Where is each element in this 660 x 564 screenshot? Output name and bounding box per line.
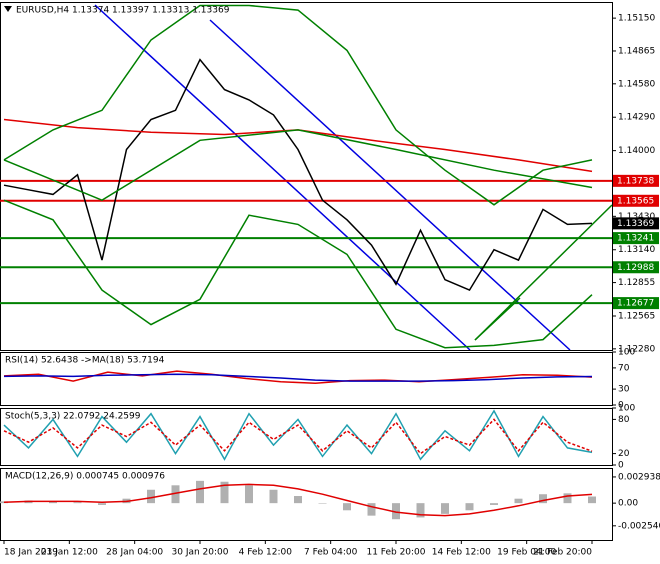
y-tick-label: 1.14000 — [618, 146, 655, 156]
level-tag — [613, 261, 659, 274]
histogram-bar — [514, 498, 523, 504]
y-tick-label: 100 — [618, 404, 635, 414]
panel-title: MACD(12,26,9) 0.000745 0.000976 — [5, 472, 165, 482]
panel-frame — [0, 352, 613, 406]
y-tick-label: 1.15150 — [618, 14, 655, 24]
trend-lines — [94, 4, 613, 351]
histogram-bar — [588, 496, 596, 504]
x-tick-label: 7 Feb 04:00 — [304, 548, 358, 558]
channel-line — [209, 19, 571, 351]
series-line — [3, 370, 593, 385]
panel-frame — [0, 468, 613, 541]
histogram-bar — [416, 503, 425, 518]
series-line — [3, 483, 593, 517]
histogram-bar — [98, 503, 106, 505]
y-tick-label: 0.00 — [618, 499, 638, 509]
panel-frame — [0, 408, 613, 466]
series-line — [3, 409, 593, 461]
y-tick-label: 100 — [618, 348, 635, 358]
histogram-bar — [196, 480, 204, 504]
x-tick-label: 18 Jan 2019 — [4, 548, 58, 558]
y-tick-label: 1.13430 — [618, 212, 655, 222]
y-tick-label: 0.002938 — [618, 472, 660, 482]
histogram-bar — [318, 503, 327, 504]
support-line — [474, 297, 521, 341]
histogram-bar — [563, 493, 572, 504]
y-tick-label: 0 — [618, 461, 624, 471]
level-tag — [613, 194, 659, 207]
y-tick-label: 1.14580 — [618, 79, 655, 89]
y-tick-label: 1.12855 — [618, 278, 655, 288]
y-tick-label: 1.14290 — [618, 113, 655, 123]
histogram-bar — [171, 485, 180, 504]
support-line — [474, 204, 613, 341]
panel-frame — [0, 2, 613, 351]
last-price-label: 1.13369 — [617, 219, 654, 229]
series-line — [3, 4, 593, 206]
histogram-bar — [392, 503, 400, 520]
y-tick-label: 1.14865 — [618, 46, 655, 56]
panel-title: RSI(14) 52.6438 ->MA(18) 53.7194 — [5, 356, 165, 366]
x-tick-label: 11 Feb 20:00 — [366, 548, 425, 558]
histogram-bar — [294, 496, 302, 504]
y-tick-label: 0 — [618, 401, 624, 411]
level-label: 1.12677 — [617, 299, 654, 309]
x-tick-label: 23 Jan 12:00 — [41, 548, 98, 558]
series-line — [3, 373, 593, 382]
level-label: 1.12988 — [617, 263, 654, 273]
channel-line — [94, 4, 471, 351]
histogram-bar — [343, 503, 351, 511]
title-marker — [4, 6, 12, 12]
y-tick-label: 1.12565 — [618, 312, 655, 322]
level-label: 1.13241 — [617, 234, 654, 244]
histogram-bar — [441, 503, 449, 514]
x-tick-label: 19 Feb 04:00 — [497, 548, 556, 558]
level-label: 1.13565 — [617, 196, 654, 206]
series-line — [3, 199, 593, 349]
histogram-bar — [539, 494, 547, 504]
histogram-bar — [269, 489, 278, 504]
series-line — [3, 58, 593, 292]
histogram-bar — [367, 503, 376, 516]
histogram-bar — [73, 502, 82, 504]
level-tag — [613, 297, 659, 310]
x-tick-label: 14 Feb 12:00 — [432, 548, 491, 558]
level-label: 1.13738 — [617, 176, 654, 186]
x-tick-label: 21 Feb 20:00 — [533, 548, 592, 558]
y-tick-label: 1.12280 — [618, 344, 655, 354]
histogram-bar — [245, 485, 253, 504]
level-tag — [613, 232, 659, 245]
last-price-tag — [613, 217, 659, 230]
y-tick-label: 80 — [618, 415, 630, 425]
y-tick-label: 20 — [618, 449, 630, 459]
y-tick-label: -0.002540 — [618, 521, 660, 531]
histogram-bar — [49, 501, 57, 504]
histogram-bar — [465, 503, 474, 511]
series-line — [3, 129, 593, 202]
x-tick-label: 28 Jan 04:00 — [106, 548, 163, 558]
level-tag — [613, 174, 659, 187]
y-tick-label: 1.13140 — [618, 245, 655, 255]
y-tick-label: 30 — [618, 385, 630, 395]
histogram-bar — [147, 489, 155, 504]
panel-title: Stoch(5,3,3) 22.0792 24.2599 — [5, 412, 141, 422]
series-line — [3, 418, 593, 455]
panel-title: EURUSD,H4 1.13374 1.13397 1.13313 1.1336… — [16, 6, 230, 16]
y-tick-label: 70 — [618, 363, 630, 373]
x-tick-label: 30 Jan 20:00 — [172, 548, 229, 558]
x-tick-label: 4 Feb 12:00 — [239, 548, 293, 558]
histogram-bar — [490, 503, 498, 505]
histogram-bar — [220, 481, 229, 504]
